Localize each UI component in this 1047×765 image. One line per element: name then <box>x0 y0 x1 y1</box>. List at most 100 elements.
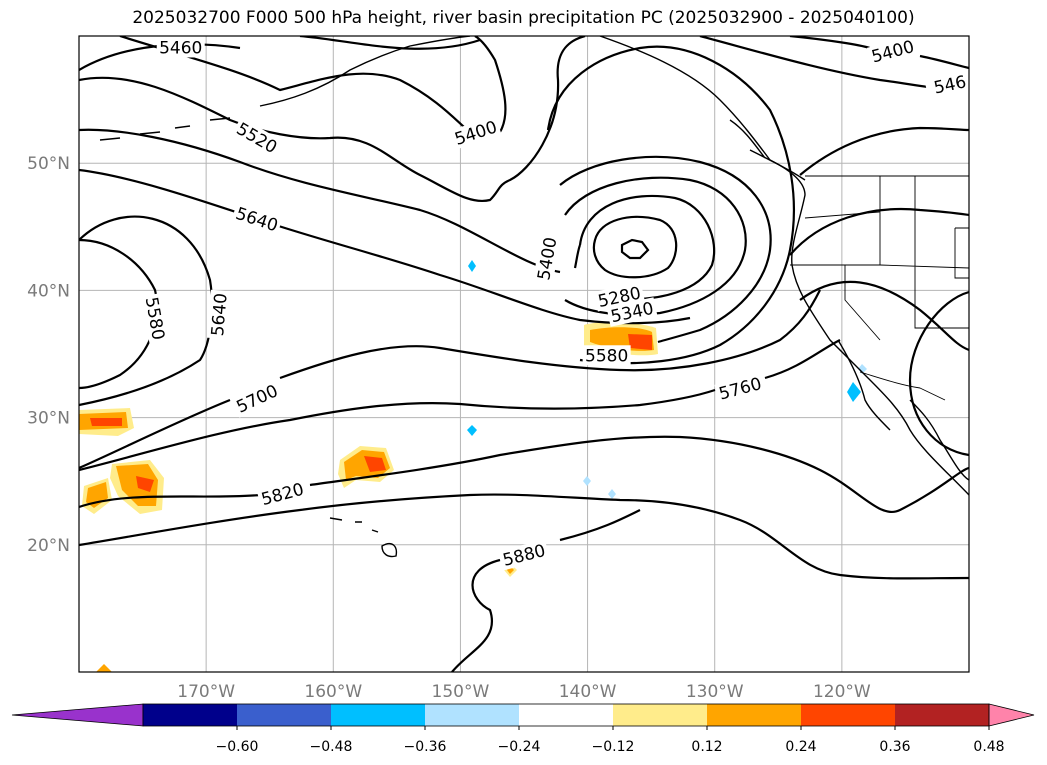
colorbar-extend-high <box>988 703 1035 727</box>
contour-5400-north <box>119 36 507 133</box>
coastline-southeast-alaska <box>599 36 771 161</box>
border-state-2 <box>879 176 969 329</box>
contour-label-bg <box>582 345 631 366</box>
precip-negative-4 <box>608 489 616 499</box>
contour-east-1 <box>799 126 969 176</box>
political-borders <box>790 175 969 401</box>
precip-patch-east-pacific-max <box>628 334 652 350</box>
contour-label-bg <box>206 289 231 340</box>
contour-low-1 <box>620 238 650 260</box>
contour-5700 <box>79 289 821 470</box>
precip-negative-2 <box>467 425 477 436</box>
contour-label-bg <box>449 115 502 150</box>
map-frame <box>78 35 970 673</box>
precip-patch-corner <box>96 664 112 672</box>
contour-5520 <box>79 36 586 203</box>
contour-low-3 <box>573 194 716 300</box>
contour-5580-north <box>79 128 561 274</box>
contour-low-6 <box>546 45 795 365</box>
lat-tick-label: 30°N <box>27 409 70 429</box>
map-area <box>79 36 969 672</box>
colorbar-segment <box>237 704 332 726</box>
colorbar-outline <box>142 703 990 727</box>
coastline-aleutians <box>99 117 231 141</box>
colorbar-tick-label: 0.24 <box>785 739 816 755</box>
contour-label: 5640 <box>208 292 232 337</box>
lat-tick-label: 20°N <box>27 536 70 556</box>
lon-tick-label: 150°W <box>432 682 490 702</box>
precip-patch-west-2-core <box>116 464 158 506</box>
contour-low-2 <box>592 215 678 279</box>
precip-negative-1 <box>468 260 476 272</box>
colorbar-tick-label: −0.12 <box>592 739 635 755</box>
colorbar-tick-label: −0.60 <box>216 739 259 755</box>
contour-east-4 <box>908 290 969 457</box>
contour-label: 5460 <box>159 38 202 58</box>
lon-tick-label: 120°W <box>813 682 871 702</box>
colorbar-tick-label: 0.48 <box>973 739 1004 755</box>
contour-5880 <box>79 493 969 672</box>
contour-label-bg <box>231 117 283 159</box>
contour-label: 5580 <box>585 346 628 366</box>
precip-negative-5 <box>847 382 861 402</box>
contour-5640-north <box>79 168 691 325</box>
border-us-mexico <box>859 371 946 401</box>
contour-5400-east <box>789 36 969 70</box>
height-contours <box>79 36 969 672</box>
contour-label-bg <box>141 293 170 344</box>
colorbar: −0.60 −0.48 −0.36 −0.24 −0.12 0.12 0.24 0.36 0.4… <box>11 703 1035 755</box>
contour-label-bg <box>156 37 205 58</box>
precip-patch-central-max <box>364 456 386 472</box>
colorbar-segment <box>895 704 990 726</box>
border-nevada <box>844 265 881 341</box>
contour-label-bg <box>714 372 766 405</box>
colorbar-tick-label: 0.12 <box>691 739 722 755</box>
precip-patch-west-2-max <box>136 476 154 492</box>
precip-patch-west-1-max <box>90 418 122 426</box>
latitude-labels: 50°N 40°N 30°N 20°N <box>27 154 70 556</box>
contour-label-bg <box>532 233 561 284</box>
contour-east-2 <box>789 208 969 256</box>
precip-patch-central-core <box>344 450 390 480</box>
contour-5820 <box>79 435 969 513</box>
contour-label-bg <box>924 69 976 100</box>
contour-label-bg <box>606 297 658 327</box>
plot-title: 2025032700 F000 500 hPa height, river ba… <box>132 8 915 28</box>
coastline-alaska <box>259 36 471 107</box>
colorbar-tick-label: 0.36 <box>879 739 910 755</box>
contour-label-bg <box>231 379 283 418</box>
longitude-labels: 170°W 160°W 150°W 140°W 130°W 120°W <box>177 682 871 702</box>
colorbar-segment <box>143 704 238 726</box>
coastline-vancouver <box>729 119 806 181</box>
colorbar-tick-label: −0.48 <box>310 739 353 755</box>
colorbar-segment <box>801 704 896 726</box>
colorbar-segment <box>331 704 426 726</box>
coastlines <box>99 36 969 558</box>
hawaii-islands <box>329 517 398 558</box>
contour-546-east <box>699 36 941 90</box>
coastline-mainland-mexico <box>909 399 969 481</box>
lat-tick-label: 40°N <box>27 281 70 301</box>
contour-label-bg <box>256 478 309 510</box>
colorbar-tick-label: −0.36 <box>404 739 447 755</box>
border-state-3 <box>954 227 969 279</box>
contour-label-bg <box>866 35 919 68</box>
coastline-north-america-west <box>769 159 969 496</box>
lon-tick-label: 130°W <box>686 682 744 702</box>
contour-label-bg <box>498 539 550 571</box>
precip-negative-6 <box>858 364 867 374</box>
colorbar-segment <box>519 704 614 726</box>
precip-negative-3 <box>583 476 591 486</box>
colorbar-segment <box>613 704 708 726</box>
coastline-baja <box>837 339 891 431</box>
lon-tick-label: 160°W <box>304 682 362 702</box>
lat-tick-label: 50°N <box>27 154 70 174</box>
colorbar-tick-label: −0.24 <box>498 739 541 755</box>
colorbar-segment <box>707 704 802 726</box>
colorbar-segment <box>425 704 520 726</box>
colorbar-extend-low <box>11 703 144 727</box>
precipitation-shading <box>79 260 867 672</box>
contour-low-5 <box>559 155 772 344</box>
contour-label-bg <box>231 202 283 237</box>
